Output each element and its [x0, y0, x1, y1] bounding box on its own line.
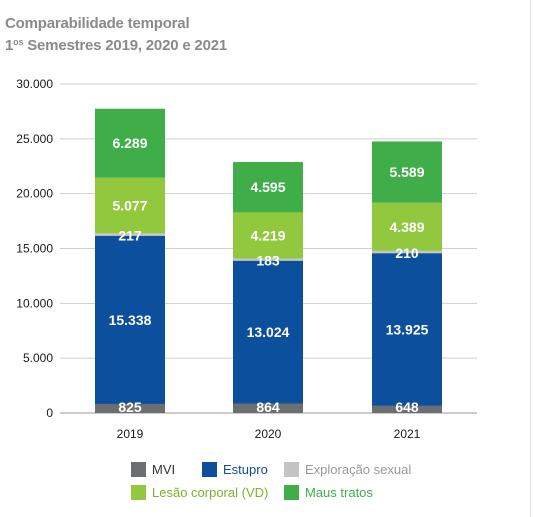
bar-segment-maus: [372, 141, 442, 203]
bar-segment-estupro: [372, 253, 442, 406]
bar-segment-mvi: [372, 405, 442, 413]
bar-segment-lesao: [372, 202, 442, 251]
stacked-bar-chart: 0 5.000 10.000 15.000 20.000 25.000 30.000 825 1…: [16, 77, 477, 441]
bar-segment-mvi: [95, 403, 165, 413]
subtitle-ordinal-sup: os: [13, 37, 24, 47]
y-tick-label: 0: [46, 406, 53, 420]
legend-label-estupro: Estupro: [223, 462, 268, 477]
y-tick-label: 25.000: [16, 132, 53, 146]
bar-segment-lesao: [233, 212, 303, 259]
bar-segment-estupro: [95, 235, 165, 404]
subtitle-ordinal: 1: [5, 37, 14, 54]
legend-swatch-mvi: [131, 462, 146, 477]
y-tick-label: 10.000: [16, 296, 53, 310]
legend-label-exploracao: Exploração sexual: [305, 462, 412, 477]
bar-segment-exploracao: [372, 250, 442, 254]
bar-segment-lesao: [95, 177, 165, 234]
x-tick-label: 2021: [394, 427, 421, 441]
data-label: 13.925: [386, 322, 429, 338]
data-label: 648: [395, 399, 419, 415]
chart-subtitle: 1os Semestres 2019, 2020 e 2021: [5, 33, 227, 55]
bar-segment-maus: [233, 162, 303, 213]
data-label: 210: [395, 245, 419, 261]
data-label: 217: [118, 227, 142, 243]
x-tick-label: 2019: [117, 427, 144, 441]
legend-label-mvi: MVI: [152, 462, 176, 477]
data-label: 864: [256, 399, 280, 415]
chart-legend: MVI Estupro Exploração sexual Lesão corp…: [131, 458, 411, 504]
legend-item-maus: Maus tratos: [284, 485, 373, 500]
legend-swatch-exploracao: [284, 462, 299, 477]
subtitle-text: Semestres 2019, 2020 e 2021: [23, 37, 228, 54]
legend-item-lesao: Lesão corporal (VD): [131, 485, 284, 500]
legend-row-1: MVI Estupro Exploração sexual: [131, 458, 411, 481]
chart-title-line1: Comparabilidade temporal: [5, 15, 190, 32]
legend-item-estupro: Estupro: [202, 462, 284, 477]
bar-segment-exploracao: [233, 258, 303, 261]
bar-segment-estupro: [233, 260, 303, 404]
y-tick-label: 20.000: [16, 187, 53, 201]
legend-item-mvi: MVI: [131, 462, 202, 477]
data-label: 5.077: [112, 198, 147, 214]
data-label: 13.024: [247, 324, 290, 340]
data-label: 825: [118, 399, 142, 415]
chart-title: Comparabilidade temporal 1os Semestres 2…: [5, 14, 227, 55]
legend-row-2: Lesão corporal (VD) Maus tratos: [131, 481, 411, 504]
data-label: 183: [256, 253, 280, 269]
data-label: 15.338: [109, 312, 152, 328]
y-tick-label: 30.000: [16, 77, 53, 91]
legend-swatch-maus: [284, 485, 299, 500]
bar-segment-maus: [95, 108, 165, 178]
bar-segment-exploracao: [95, 233, 165, 236]
legend-swatch-lesao: [131, 485, 146, 500]
legend-swatch-estupro: [202, 462, 217, 477]
data-label: 4.219: [250, 228, 285, 244]
data-label: 5.589: [389, 164, 424, 180]
y-tick-label: 15.000: [16, 242, 53, 256]
data-label: 6.289: [112, 135, 147, 151]
right-border-line: [530, 0, 531, 517]
x-tick-label: 2020: [255, 427, 282, 441]
data-label: 4.389: [389, 219, 424, 235]
legend-item-exploracao: Exploração sexual: [284, 462, 411, 477]
data-label: 4.595: [250, 179, 285, 195]
legend-label-maus: Maus tratos: [305, 485, 373, 500]
y-tick-label: 5.000: [23, 351, 53, 365]
bar-segment-mvi: [233, 403, 303, 413]
legend-label-lesao: Lesão corporal (VD): [152, 485, 269, 500]
